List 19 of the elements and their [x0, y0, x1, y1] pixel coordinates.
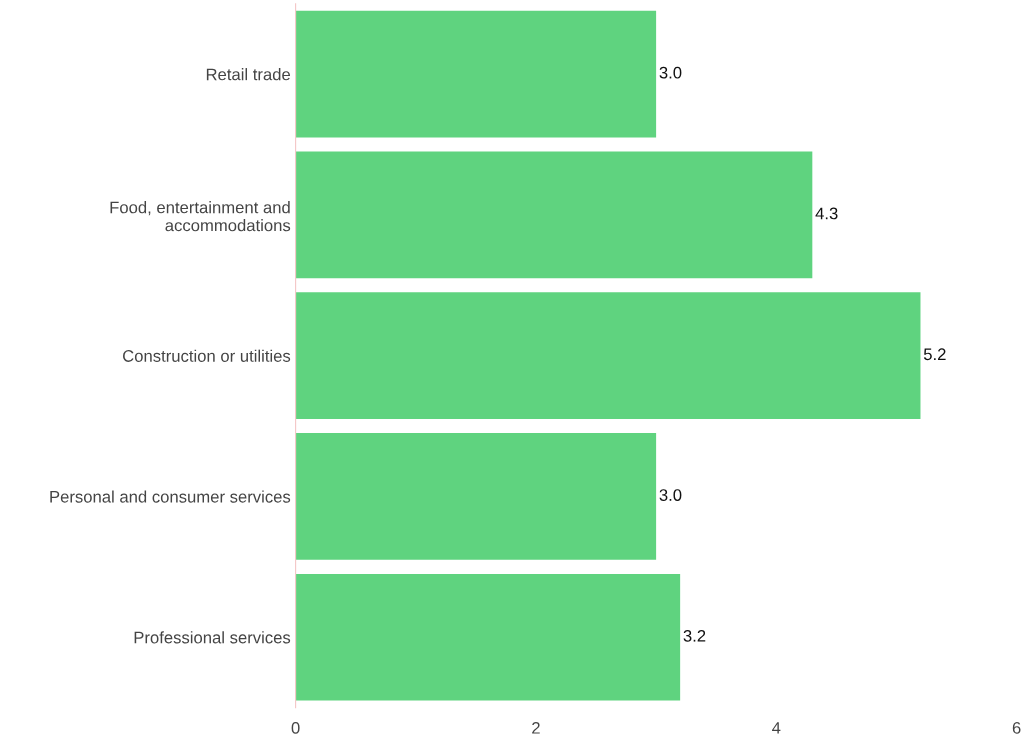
y-tick-label: Personal and consumer services	[50, 490, 291, 503]
data-label: 3.2	[683, 629, 706, 642]
x-tick-label: 6	[1012, 721, 1021, 734]
y-tick-label: Retail trade	[206, 68, 291, 81]
bar	[295, 10, 657, 138]
y-tick-label: Construction or utilities	[123, 349, 291, 362]
bar	[295, 151, 813, 279]
y-tick-label: Food, entertainment and accommodations	[110, 201, 291, 232]
x-tick-label: 2	[532, 721, 540, 734]
bar	[295, 292, 921, 420]
bar	[295, 573, 681, 701]
data-label: 5.2	[923, 348, 946, 361]
x-tick-label: 0	[291, 721, 300, 734]
y-tick-label: Professional services	[134, 631, 291, 644]
x-tick-label: 4	[772, 722, 781, 734]
bar	[295, 433, 657, 560]
data-label: 3.0	[659, 66, 682, 79]
data-label: 3.0	[659, 489, 682, 501]
data-label: 4.3	[815, 207, 838, 220]
